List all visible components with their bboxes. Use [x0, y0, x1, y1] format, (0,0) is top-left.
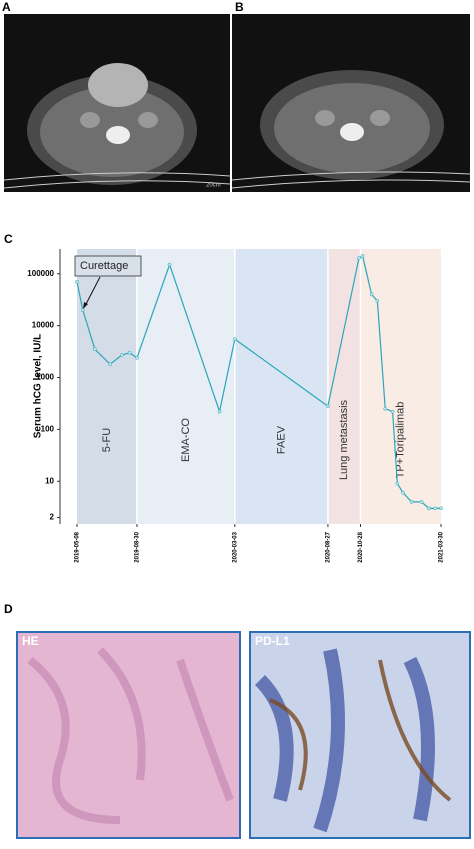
annotation-arrow [84, 276, 101, 307]
data-point [409, 500, 414, 504]
data-point [217, 409, 222, 414]
annotation: Curettage [80, 260, 128, 272]
phase-label: 5-FU [101, 428, 113, 453]
x-tick-label: 2020-08-27 [325, 531, 331, 562]
ct-image-b [231, 14, 471, 192]
x-tick-label: 2020-03-03 [232, 531, 238, 562]
data-point [401, 490, 405, 495]
phase-band [327, 249, 361, 524]
data-point [127, 350, 132, 355]
data-point [433, 506, 438, 511]
data-point [439, 506, 443, 511]
y-tick-label: 10000 [32, 321, 55, 330]
data-point [369, 292, 374, 297]
x-tick-label: 2019-05-08 [75, 531, 81, 562]
data-point [419, 500, 424, 504]
data-point [427, 506, 431, 511]
data-point [135, 355, 139, 360]
he-label: HE [22, 634, 39, 648]
panel-label: C [4, 232, 13, 246]
data-point [360, 254, 365, 258]
panel-label: B [235, 0, 244, 14]
scale-text: 20cm [206, 183, 221, 189]
y-tick-label: 100000 [27, 269, 54, 278]
data-point [167, 262, 172, 267]
histology-he: HE [16, 631, 241, 839]
panel-label: D [4, 602, 13, 616]
data-point [375, 299, 380, 303]
histology-pdl1: PD-L1 [249, 631, 471, 839]
phase-band [136, 249, 235, 524]
data-point [108, 362, 112, 367]
phase-label: TP+Toripalimab [395, 402, 407, 479]
data-point [390, 409, 395, 414]
data-point [80, 308, 85, 312]
data-point [383, 406, 388, 411]
phase-band [77, 249, 137, 524]
panel-label: A [2, 0, 11, 14]
phase-band [360, 249, 441, 524]
x-tick-label: 2020-10-28 [358, 531, 364, 562]
data-point [326, 404, 330, 409]
phase-label: EMA-CO [180, 418, 192, 462]
y-tick-label: 100 [41, 424, 55, 433]
phase-label: Lung metastasis [338, 399, 350, 480]
x-tick-label: 2021-03-30 [439, 531, 445, 562]
annotation-arrowhead [83, 302, 88, 309]
ct-image-a: 20cm [3, 14, 231, 192]
data-point [395, 481, 400, 486]
phase-band [234, 249, 328, 524]
x-tick-label: 2019-08-30 [135, 531, 141, 562]
pdl1-label: PD-L1 [255, 634, 290, 648]
y-axis-label: Serum hCG level, IU/L [33, 334, 44, 438]
y-tick-label: 1000 [36, 373, 54, 382]
data-point [357, 256, 361, 260]
chart: 5-FU EMA-CO FAEV Lung metastasis TP+Toripali… [27, 249, 445, 563]
data-point [232, 337, 237, 341]
data-point [93, 347, 97, 352]
data-point [75, 279, 79, 284]
y-tick-label: 2 [50, 513, 55, 522]
phase-label: FAEV [275, 425, 287, 454]
y-tick-label: 10 [45, 476, 54, 485]
annotation-box [74, 255, 142, 277]
data-point [119, 353, 124, 357]
